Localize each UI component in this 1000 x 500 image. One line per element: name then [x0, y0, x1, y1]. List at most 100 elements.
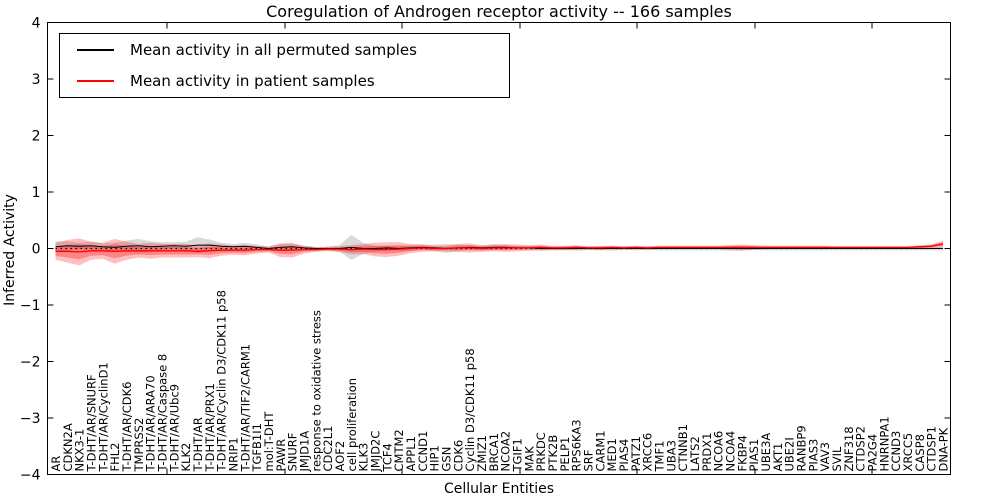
x-axis-label: Cellular Entities: [444, 481, 554, 497]
x-category-label: response to oxidative stress: [309, 310, 323, 471]
x-category-label: T-DHT/AR: [191, 417, 205, 472]
x-category-label: APPL1: [404, 436, 418, 471]
x-category-label: RANBP9: [795, 425, 809, 471]
x-category-label: CDC2L1: [321, 426, 335, 472]
x-category-label: T-DHT/AR/PRX1: [203, 383, 217, 472]
x-category-label: CCND1: [416, 431, 430, 472]
legend-label-patient: Mean activity in patient samples: [130, 72, 375, 90]
x-category-label: TMF1: [653, 441, 667, 473]
x-category-label: T-DHT/AR/Caspase 8: [156, 354, 170, 473]
x-category-label: GSN: [440, 447, 454, 472]
x-category-label: CMTM2: [392, 429, 406, 471]
x-category-label: JMJD2C: [369, 431, 383, 473]
x-category-label: KLK3: [357, 443, 371, 472]
x-category-label: PIAS3: [806, 439, 820, 472]
permuted-line-swatch: [77, 49, 114, 51]
y-tick-label: −2: [20, 355, 41, 371]
x-category-label: CARM1: [593, 430, 607, 471]
x-category-label: UBE2I: [783, 437, 797, 471]
x-category-label: TGFB1I1: [250, 423, 264, 472]
x-category-label: SNURF: [286, 433, 300, 472]
y-tick-label: 3: [32, 72, 41, 88]
y-tick-label: −4: [20, 468, 41, 484]
x-category-label: NRIP1: [227, 437, 241, 471]
x-category-label: MED1: [605, 438, 619, 471]
y-tick-label: 1: [32, 185, 41, 201]
x-category-label: SVIL: [830, 446, 844, 472]
x-category-label: VAV3: [818, 442, 832, 471]
x-category-label: HIP1: [428, 445, 442, 471]
x-category-label: T-DHT/AR/SNURF: [85, 374, 99, 472]
x-category-label: SRF: [582, 450, 596, 472]
x-category-label: AKT1: [771, 443, 785, 472]
x-category-label: PIAS1: [747, 439, 761, 472]
x-category-label: TGIF1: [511, 438, 525, 472]
y-axis-label: Inferred Activity: [2, 194, 18, 306]
x-category-label: PA2G4: [866, 434, 880, 472]
x-category-label: PATZ1: [629, 436, 643, 471]
x-category-label: PIAS4: [617, 439, 631, 472]
x-category-label: AR: [49, 456, 63, 472]
x-category-label: NKX3-1: [73, 429, 87, 472]
x-category-label: PELP1: [558, 437, 572, 472]
x-category-label: T-DHT/AR/CyclinD1: [96, 362, 110, 472]
x-category-label: CTDSP1: [925, 426, 939, 471]
x-category-label: ZNF318: [842, 426, 856, 471]
patient-std-band-inner: [55, 242, 943, 260]
x-category-label: XRCC5: [901, 433, 915, 472]
x-category-label: LATS2: [688, 436, 702, 471]
y-tick-label: 2: [32, 129, 41, 145]
y-tick-label: 4: [32, 16, 41, 32]
legend-label-permuted: Mean activity in all permuted samples: [130, 41, 417, 59]
x-category-label: CDK6: [451, 440, 465, 472]
x-category-label: mol:T-DHT: [262, 411, 276, 472]
x-category-label: TCF4: [380, 443, 394, 472]
x-category-label: UBA3: [664, 440, 678, 472]
x-category-label: ZMIZ1: [475, 435, 489, 471]
x-category-label: JMJD1A: [298, 431, 312, 473]
x-category-label: NCOA6: [712, 431, 726, 472]
x-category-label: Cyclin D3/CDK11 p58: [463, 348, 477, 471]
patient-mean-line: [55, 243, 944, 253]
x-category-label: T-DHT/AR/Cyclin D3/CDK11 p58: [215, 290, 229, 472]
x-category-label: PTK2B: [546, 435, 560, 472]
x-category-label: CTNNB1: [676, 424, 690, 471]
x-category-label: FHL2: [108, 443, 122, 472]
x-category-label: CTDSP2: [854, 426, 868, 471]
x-category-label: XRCC6: [641, 433, 655, 472]
x-category-label: CDKN2A: [61, 423, 75, 471]
x-category-label: MAK: [522, 446, 536, 472]
legend-entry-patient: Mean activity in patient samples: [60, 66, 509, 96]
y-tick-label: −1: [20, 298, 41, 314]
x-category-label: T-DHT/AR/TIF2/CARM1: [238, 344, 252, 473]
x-category-label: T-DHT/AR/Ubc9: [167, 384, 181, 473]
plot-area: 4 3 2 1 0 −1 −2 −3 −4 ARCDKN2ANKX3-1T-DHT/AR/SNUR…: [20, 16, 951, 484]
x-category-label: DNA-PK: [937, 427, 951, 471]
y-tick-label: −3: [20, 411, 41, 427]
patient-line-swatch: [77, 80, 114, 82]
x-category-label: CCND3: [889, 431, 903, 472]
x-category-label: RPS6KA3: [570, 419, 584, 471]
legend-box: Mean activity in all permuted samples Me…: [59, 33, 510, 98]
x-category-label: CASP8: [913, 434, 927, 471]
legend-entry-permuted: Mean activity in all permuted samples: [60, 35, 509, 65]
x-category-label: T-DHT/AR/CDK6: [120, 382, 134, 473]
x-category-label: PAWR: [274, 439, 288, 472]
x-category-label: PRDX1: [700, 433, 714, 472]
x-category-label: HNRNPA1: [877, 416, 891, 471]
y-tick-label: 0: [32, 242, 41, 258]
x-category-label: BRCA1: [487, 433, 501, 472]
x-category-label: FKBP4: [735, 435, 749, 471]
x-category-label: NCOA4: [724, 431, 738, 472]
x-category-label: TMPRSS2: [132, 418, 146, 473]
chart-title: Coregulation of Androgen receptor activi…: [266, 2, 732, 21]
x-category-label: UBE3A: [759, 433, 773, 472]
x-category-label: AOF2: [333, 441, 347, 472]
x-category-label: KLK2: [179, 443, 193, 472]
x-category-label: cell proliferation: [345, 378, 359, 472]
x-category-label: T-DHT/AR/ARA70: [144, 375, 158, 472]
x-category-label: NCOA2: [499, 431, 513, 472]
x-category-label: PRKDC: [534, 432, 548, 471]
